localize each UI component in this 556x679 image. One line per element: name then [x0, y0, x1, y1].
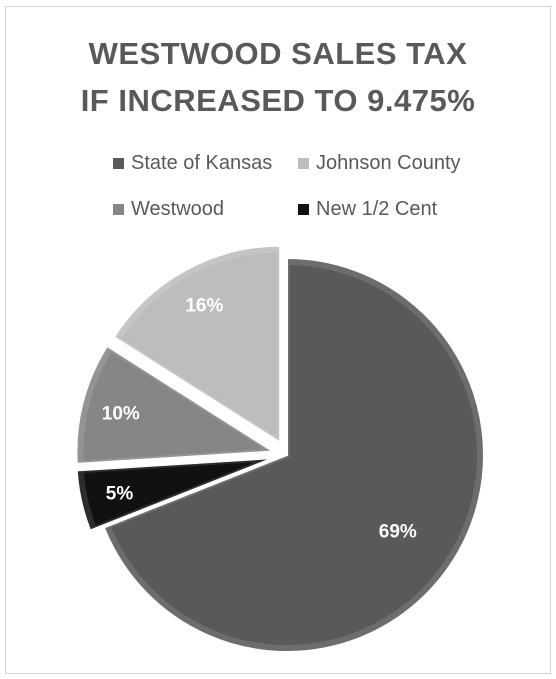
pie-slice-johnson-county	[112, 244, 282, 445]
pie-slice-border	[77, 455, 275, 533]
legend-swatch	[298, 158, 309, 169]
pie-slice-westwood	[75, 344, 277, 465]
data-label-new-1-2-cent: 5%	[106, 483, 134, 504]
legend-label: Johnson County	[316, 152, 461, 174]
chart-title-line-1: WESTWOOD SALES TAX	[88, 36, 468, 71]
pie-slice-border	[113, 246, 284, 449]
data-label-johnson-county: 16%	[185, 296, 223, 317]
legend-label: New 1/2 Cent	[316, 198, 438, 220]
pie-slice-new-1-2-cent	[75, 457, 274, 532]
legend-label: Westwood	[131, 198, 225, 220]
legend-item-westwood: Westwood	[113, 198, 224, 221]
legend-swatch	[113, 204, 124, 215]
legend-swatch	[113, 158, 124, 169]
legend-item-johnson-county: Johnson County	[298, 152, 461, 175]
data-label-state-of-kansas: 69%	[379, 521, 417, 542]
legend-item-state-of-kansas: State of Kansas	[113, 152, 272, 175]
pie-slice-state-of-kansas	[102, 256, 485, 653]
pie-slice-border	[77, 343, 283, 467]
legend-swatch	[298, 204, 309, 215]
legend-item-new-half-cent: New 1/2 Cent	[298, 198, 437, 221]
chart-title-line-2: IF INCREASED TO 9.475%	[80, 83, 476, 118]
pie-slice-border	[103, 258, 483, 651]
data-label-westwood: 10%	[102, 403, 140, 424]
legend-label: State of Kansas	[131, 152, 273, 174]
